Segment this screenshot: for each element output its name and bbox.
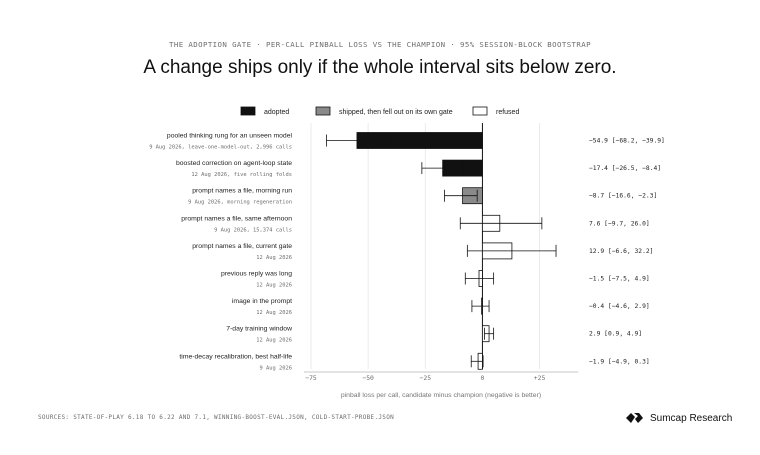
row-sublabel: 9 Aug 2026, leave-one-model-out, 2,996 c…: [149, 145, 292, 151]
legend-label-shipped_fell_out: shipped, then fell out on its own gate: [339, 109, 453, 116]
x-tick-label: −25: [420, 374, 432, 382]
row-2: boosted correction on agent-loop state 12…: [176, 159, 661, 178]
row-readout: 7.6 [−9.7, 26.0]: [589, 220, 650, 227]
legend-swatch-adopted: [240, 106, 256, 116]
row-label: prompt names a file, morning run: [192, 188, 292, 195]
row-sublabel: 12 Aug 2026: [256, 310, 292, 316]
rows: pooled thinking rung for an unseen model…: [149, 132, 665, 371]
row-readout: −1.5 [−7.5, 4.9]: [589, 276, 650, 283]
sumcap-logo-icon: [626, 413, 643, 423]
brand: Sumcap Research: [626, 411, 732, 425]
row-sublabel: 12 Aug 2026: [256, 255, 292, 261]
row-sublabel: 9 Aug 2026, 15,374 calls: [214, 227, 292, 233]
row-readout: −17.4 [−26.5, −8.4]: [589, 165, 661, 172]
row-6: previous reply was long 12 Aug 2026 −1.5 […: [221, 270, 650, 289]
row-sublabel: 9 Aug 2026: [260, 365, 292, 371]
x-tick-label: +25: [534, 374, 546, 382]
row-4: prompt names a file, same afternoon 9 Aug…: [181, 214, 650, 233]
row-readout: −1.9 [−4.9, 0.3]: [589, 358, 650, 365]
row-readout: 12.9 [−6.6, 32.2]: [589, 248, 653, 255]
x-axis: −75 −50 −25 0 +25 pinball loss per call, cand…: [304, 371, 578, 399]
row-label: time-decay recalibration, best half-life: [179, 353, 292, 360]
row-1: pooled thinking rung for an unseen model…: [149, 132, 665, 151]
x-tick-label: −50: [362, 374, 374, 382]
legend-label-refused: refused: [496, 109, 519, 116]
row-label: image in the prompt: [232, 298, 292, 305]
row-label: boosted correction on agent-loop state: [176, 160, 292, 167]
row-7: image in the prompt 12 Aug 2026 −0.4 [−4.6…: [232, 297, 650, 316]
row-label: prompt names a file, same afternoon: [181, 215, 292, 222]
brand-name: Sumcap Research: [650, 412, 733, 424]
legend-label-adopted: adopted: [264, 109, 289, 116]
row-9: time-decay recalibration, best half-life…: [179, 352, 650, 371]
row-5: prompt names a file, current gate 12 Aug …: [192, 242, 653, 261]
row-label: previous reply was long: [221, 271, 292, 278]
row-readout: −54.9 [−68.2, −39.9]: [589, 138, 665, 145]
row-readout: −0.4 [−4.6, 2.9]: [589, 303, 650, 310]
row-readout: 2.9 [0.9, 4.9]: [589, 331, 642, 338]
row-sublabel: 12 Aug 2026: [256, 283, 292, 289]
kicker: THE ADOPTION GATE · PER-CALL PINBALL LOS…: [169, 40, 591, 49]
row-sublabel: 9 Aug 2026, morning regeneration: [188, 200, 292, 206]
row-sublabel: 12 Aug 2026: [256, 338, 292, 344]
row-label: pooled thinking rung for an unseen model: [167, 133, 293, 140]
x-tick-label: 0: [480, 374, 484, 382]
row-sublabel: 12 Aug 2026, five rolling folds: [191, 172, 292, 178]
legend: adopted shipped, then fell out on its own…: [240, 106, 519, 116]
row-label: 7-day training window: [226, 326, 292, 333]
x-axis-title: pinball loss per call, candidate minus c…: [341, 392, 541, 399]
legend-swatch-shipped_fell_out: [315, 106, 331, 116]
x-tick-label: −75: [305, 374, 317, 382]
row-readout: −8.7 [−16.6, −2.3]: [589, 193, 657, 200]
sources-note: SOURCES: STATE-OF-PLAY 6.18 TO 6.22 AND …: [38, 414, 395, 421]
row-label: prompt names a file, current gate: [192, 243, 292, 250]
headline: A change ships only if the whole interva…: [143, 57, 617, 78]
legend-swatch-refused: [472, 106, 488, 116]
row-3: prompt names a file, morning run 9 Aug 20…: [188, 187, 657, 206]
row-8: 7-day training window 12 Aug 2026 2.9 [0.9…: [226, 325, 642, 344]
